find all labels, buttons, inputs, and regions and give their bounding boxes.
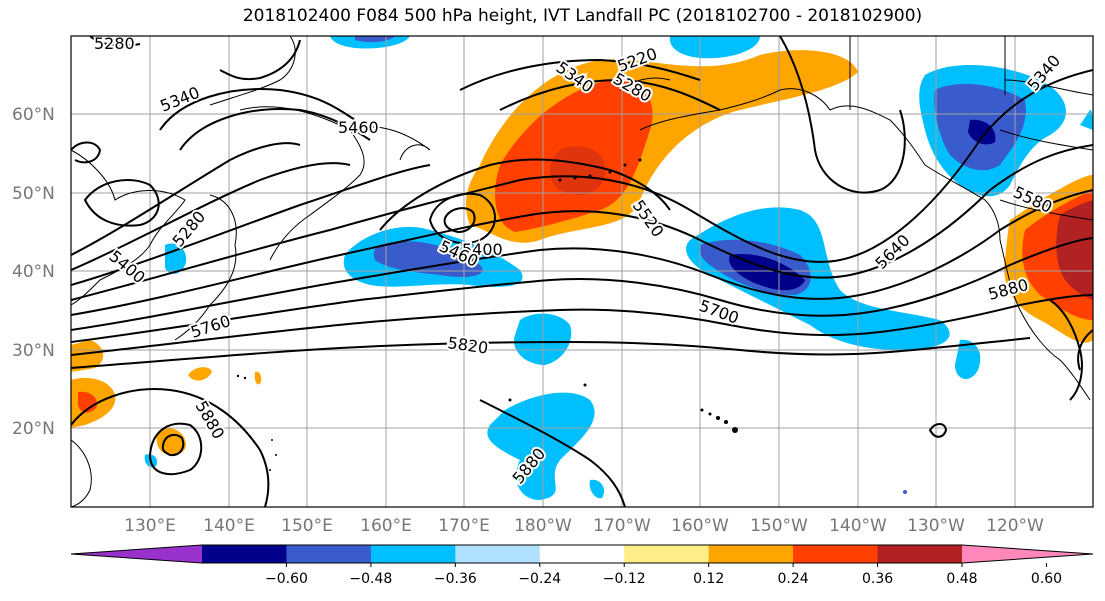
map-content: 5280 5340 5460 5400 5280 5220 5340 5280 …: [71, 34, 1093, 507]
lon-label: 160°W: [671, 516, 729, 536]
colorbar-segment: [286, 545, 372, 563]
colorbar-outline: [70, 544, 1094, 564]
lat-label: 30°N: [12, 341, 55, 361]
colorbar-segment: [793, 545, 879, 563]
colorbar-segment: [202, 545, 287, 563]
colorbar-extend-high: [962, 545, 1093, 563]
colorbar-tick-label: −0.24: [518, 571, 561, 587]
lon-label: 150°E: [281, 516, 333, 536]
ivt-negative-shading: [144, 36, 1093, 500]
colorbar-tick-label: 0.60: [1031, 571, 1062, 587]
contour-label: 5460: [338, 118, 379, 137]
colorbar-tick-label: 0.12: [693, 571, 724, 587]
plot-title: 2018102400 F084 500 hPa height, IVT Land…: [242, 6, 923, 26]
colorbar-tick-label: 0.24: [778, 571, 809, 587]
lon-label: 180°W: [514, 516, 572, 536]
lon-label: 140°E: [203, 516, 255, 536]
colorbar-segment: [624, 545, 710, 563]
lon-label: 130°E: [124, 516, 176, 536]
colorbar-tick-label: 0.48: [946, 571, 977, 587]
lat-label: 20°N: [12, 419, 55, 439]
lat-label: 40°N: [12, 262, 55, 282]
islands: [236, 158, 907, 494]
lon-label: 170°W: [593, 516, 651, 536]
lat-label: 60°N: [12, 105, 55, 125]
colorbar-tick-label: −0.48: [349, 571, 392, 587]
colorbar-tick-label: 0.36: [862, 571, 893, 587]
lon-label: 140°W: [829, 516, 887, 536]
colorbar-tick-label: −0.36: [434, 571, 477, 587]
lat-label: 50°N: [12, 184, 55, 204]
lon-label: 120°W: [986, 516, 1044, 536]
contour-label: 5400: [462, 240, 503, 259]
colorbar-extend-low: [71, 545, 202, 563]
contour-label: 5280: [94, 34, 135, 53]
map-frame: [70, 35, 1094, 508]
colorbar-segment: [370, 545, 456, 563]
colorbar: −0.60 −0.48 −0.36 −0.24 −0.12 0.12 0.24 0.36 0.4…: [70, 544, 1094, 587]
colorbar-segment: [708, 545, 794, 563]
contour-label: 5820: [446, 333, 489, 357]
colorbar-segment: [539, 545, 625, 563]
height-contours: [71, 36, 1093, 507]
lon-label: 170°E: [438, 516, 490, 536]
colorbar-tick-label: −0.60: [265, 571, 308, 587]
longitude-labels: 130°E 140°E 150°E 160°E 170°E 180°W 170°…: [124, 516, 1044, 536]
latitude-labels: 60°N 50°N 40°N 30°N 20°N: [12, 105, 55, 439]
colorbar-tick-label: −0.12: [603, 571, 646, 587]
lon-label: 160°E: [360, 516, 412, 536]
colorbar-segment: [877, 545, 963, 563]
lon-label: 150°W: [750, 516, 808, 536]
lon-label: 130°W: [907, 516, 965, 536]
colorbar-segment: [455, 545, 541, 563]
